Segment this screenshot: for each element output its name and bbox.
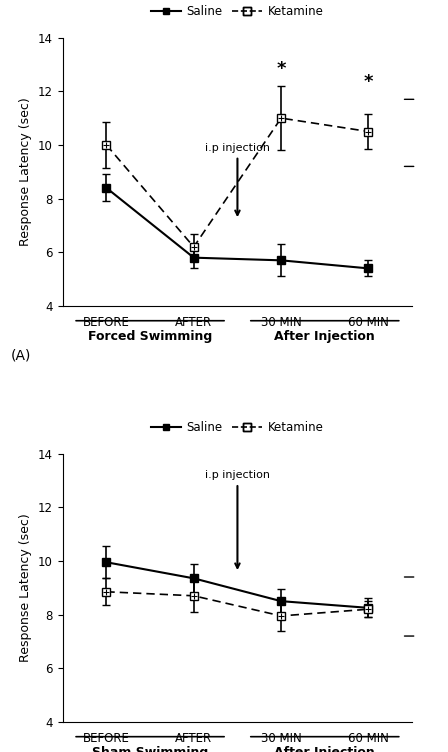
- Legend: Saline, Ketamine: Saline, Ketamine: [146, 1, 328, 23]
- Text: After Injection: After Injection: [275, 746, 375, 752]
- Text: *: *: [364, 73, 373, 91]
- Text: Forced Swimming: Forced Swimming: [88, 330, 212, 343]
- Text: Sham Swimming: Sham Swimming: [92, 746, 208, 752]
- Text: i.p injection: i.p injection: [205, 143, 270, 215]
- Text: (A): (A): [10, 349, 30, 363]
- Text: i.p injection: i.p injection: [205, 471, 270, 568]
- Text: *: *: [276, 60, 286, 78]
- Y-axis label: Response Latency (sec): Response Latency (sec): [19, 514, 32, 662]
- Y-axis label: Response Latency (sec): Response Latency (sec): [19, 98, 32, 246]
- Legend: Saline, Ketamine: Saline, Ketamine: [146, 417, 328, 439]
- Text: After Injection: After Injection: [275, 330, 375, 343]
